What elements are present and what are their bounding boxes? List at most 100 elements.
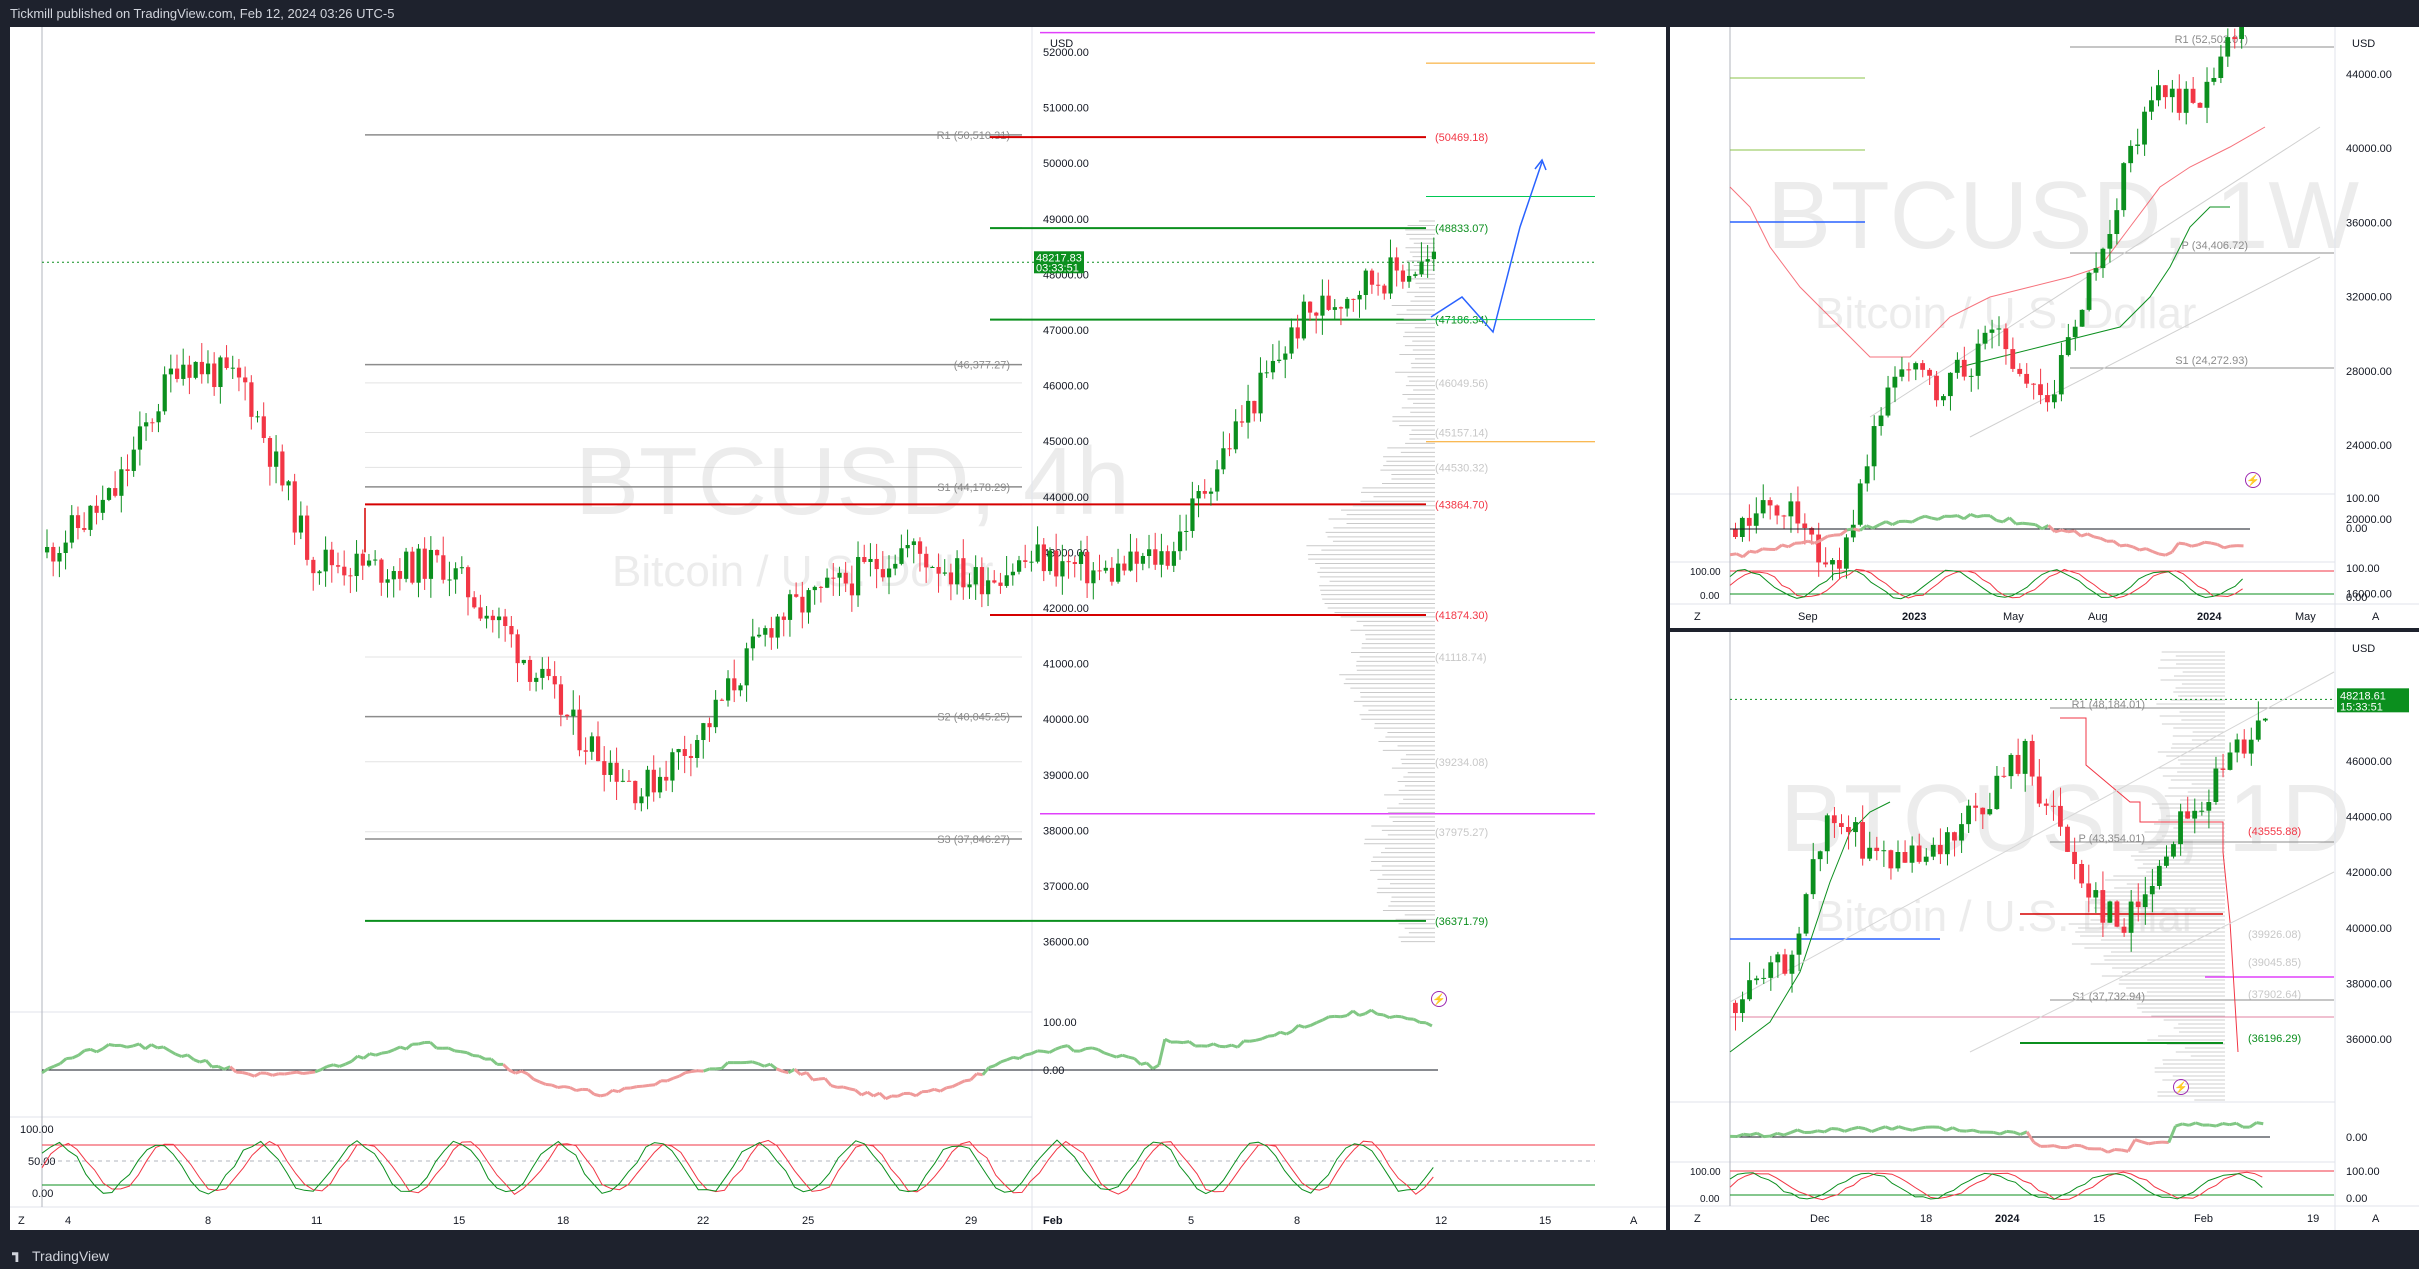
osc-segment bbox=[617, 1086, 626, 1094]
osc-segment bbox=[387, 1048, 395, 1054]
candle-body bbox=[1388, 257, 1393, 294]
osc-segment bbox=[1796, 1128, 1805, 1134]
stoch-tick: 100.00 bbox=[2346, 1166, 2380, 1178]
candle-body bbox=[2058, 805, 2063, 827]
osc-segment bbox=[193, 1058, 201, 1064]
daily-events-bolt-icon[interactable]: ⚡ bbox=[2173, 1079, 2189, 1095]
candle-body bbox=[2142, 111, 2147, 145]
candle-body bbox=[119, 469, 124, 496]
osc-segment bbox=[2184, 542, 2193, 548]
osc-segment bbox=[162, 1045, 171, 1052]
candle-body bbox=[979, 567, 985, 595]
osc-segment bbox=[1865, 524, 1874, 530]
candle-body bbox=[849, 583, 855, 596]
osc-segment bbox=[1774, 543, 1783, 551]
osc-segment bbox=[2086, 532, 2095, 539]
candle-body bbox=[305, 515, 310, 560]
osc-segment bbox=[1898, 1125, 1906, 1131]
osc-segment bbox=[138, 1042, 147, 1051]
osc-segment bbox=[120, 1043, 128, 1049]
candle-body bbox=[719, 699, 725, 701]
candle-body bbox=[255, 416, 260, 418]
level-label: R1 (52,502.07) bbox=[2175, 34, 2248, 46]
candle-body bbox=[540, 668, 545, 678]
candle-body bbox=[1860, 822, 1865, 859]
osc-segment bbox=[2112, 539, 2121, 548]
main-events-bolt-icon[interactable]: ⚡ bbox=[1431, 991, 1447, 1007]
main-chart-pane[interactable]: BTCUSD, 4h Bitcoin / U.S. Dollar 52000.0… bbox=[10, 27, 1666, 1230]
weekly-chart-svg[interactable]: USD 44000.00 40000.00 36000.00 32000.00 28000… bbox=[1670, 27, 2419, 628]
candle-body bbox=[2149, 885, 2155, 895]
osc-segment bbox=[1279, 1030, 1287, 1036]
candle-body bbox=[75, 515, 81, 529]
candle-body bbox=[905, 545, 910, 549]
candle-body bbox=[205, 363, 211, 375]
x-tick-label: 2024 bbox=[2197, 611, 2222, 623]
osc-segment bbox=[2099, 536, 2108, 543]
osc-segment bbox=[800, 1071, 808, 1077]
y-tick-label: 46000.00 bbox=[1043, 381, 1089, 393]
candle-body bbox=[2220, 768, 2226, 770]
level-label: (36371.79) bbox=[1435, 916, 1488, 928]
trend-channel-line bbox=[1969, 256, 2321, 438]
level-label: S1 (37,732.94) bbox=[2072, 991, 2145, 1003]
candle-body bbox=[2065, 337, 2071, 356]
osc-segment bbox=[672, 1074, 680, 1080]
candle-body bbox=[930, 566, 935, 568]
candle-body bbox=[1980, 807, 1986, 815]
candle-body bbox=[1853, 822, 1858, 833]
candle-body bbox=[626, 780, 632, 782]
candle-body bbox=[1363, 270, 1368, 296]
osc-segment bbox=[557, 1085, 565, 1089]
candle-body bbox=[1270, 360, 1276, 373]
osc-segment bbox=[2032, 1140, 2042, 1148]
candle-body bbox=[1041, 544, 1046, 572]
y-tick-label: 39000.00 bbox=[1043, 770, 1089, 782]
x-tick-label: 11 bbox=[311, 1215, 322, 1227]
candle-body bbox=[1171, 551, 1176, 566]
candle-body bbox=[1885, 387, 1891, 416]
osc-segment bbox=[2209, 1123, 2217, 1128]
tradingview-footer: TradingView bbox=[0, 1243, 2419, 1269]
main-chart-svg[interactable]: 52000.0051000.0050000.0049000.0048000.00… bbox=[10, 27, 1666, 1230]
osc-segment bbox=[1736, 1132, 1744, 1138]
candle-body bbox=[2114, 210, 2120, 235]
x-tick-label: 18 bbox=[1920, 1213, 1932, 1225]
osc-segment bbox=[266, 1071, 274, 1077]
candle-body bbox=[1994, 775, 2000, 810]
corner-right-label: A bbox=[2372, 1213, 2380, 1225]
osc-segment bbox=[1346, 1009, 1354, 1017]
candle-body bbox=[267, 438, 273, 467]
osc-tick: 0.00 bbox=[2346, 1132, 2367, 1144]
stoch-line bbox=[1729, 1172, 2263, 1200]
candle-body bbox=[2121, 926, 2127, 933]
candle-body bbox=[2156, 865, 2162, 886]
candle-body bbox=[750, 636, 755, 649]
x-tick-label: 15 bbox=[2093, 1213, 2105, 1225]
osc-segment bbox=[1267, 1034, 1275, 1038]
daily-chart-pane[interactable]: BTCUSD, 1D Bitcoin / U.S. Dollar USD 4600… bbox=[1670, 632, 2419, 1230]
candle-body bbox=[1376, 284, 1381, 286]
candle-body bbox=[379, 559, 384, 583]
osc-segment bbox=[1006, 1056, 1014, 1062]
candle-body bbox=[818, 586, 824, 588]
weekly-chart-pane[interactable]: BTCUSD, 1W Bitcoin / U.S. Dollar USD 4400… bbox=[1670, 27, 2419, 628]
x-tick-label: May bbox=[2295, 611, 2316, 623]
x-tick-label: Aug bbox=[2088, 611, 2108, 623]
osc-segment bbox=[848, 1087, 856, 1092]
candle-body bbox=[199, 361, 204, 375]
osc-segment bbox=[1206, 1042, 1214, 1048]
osc-segment bbox=[1413, 1017, 1421, 1024]
stoch-line bbox=[1729, 568, 2243, 599]
level-label: (46,377.27) bbox=[954, 360, 1010, 372]
osc-segment bbox=[1316, 1018, 1324, 1024]
candle-body bbox=[51, 546, 56, 562]
osc-segment bbox=[1790, 1128, 1799, 1134]
weekly-events-bolt-icon[interactable]: ⚡ bbox=[2245, 472, 2261, 488]
osc-segment bbox=[1249, 1038, 1257, 1043]
candle-body bbox=[1810, 859, 1816, 895]
osc-segment bbox=[1762, 547, 1770, 551]
daily-chart-svg[interactable]: USD 46000.00 44000.00 42000.00 40000.00 38000… bbox=[1670, 632, 2419, 1230]
stoch-tick: 0.00 bbox=[32, 1188, 53, 1200]
candle-body bbox=[948, 572, 954, 585]
